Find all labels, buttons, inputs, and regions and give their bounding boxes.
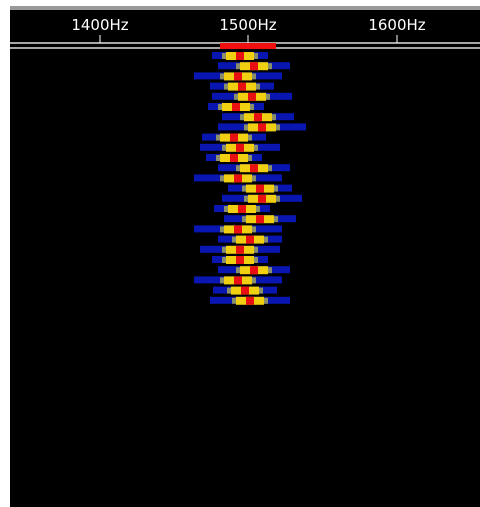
signal-red — [234, 174, 242, 183]
signal-red — [236, 245, 244, 254]
signal-red — [230, 133, 238, 142]
cursor-bandwidth[interactable] — [220, 43, 276, 49]
signal-red — [250, 62, 258, 71]
signal-trace — [194, 52, 306, 305]
tick-label: 1600Hz — [368, 16, 425, 34]
top-border — [10, 6, 480, 10]
signal-red — [234, 276, 242, 285]
signal-red — [241, 286, 249, 295]
tick-label: 1500Hz — [219, 16, 276, 34]
signal-red — [254, 113, 262, 122]
signal-red — [258, 194, 266, 203]
tick-label: 1400Hz — [71, 16, 128, 34]
signal-red — [246, 235, 254, 244]
signal-red — [238, 205, 246, 213]
signal-red — [236, 52, 244, 60]
signal-red — [246, 296, 254, 305]
signal-red — [248, 92, 256, 101]
signal-red — [250, 266, 258, 275]
signal-red — [230, 154, 238, 162]
signal-red — [234, 225, 242, 234]
signal-red — [232, 103, 240, 111]
signal-red — [236, 143, 244, 152]
signal-red — [256, 215, 264, 224]
signal-red — [250, 164, 258, 173]
frequency-scale: 1400Hz 1500Hz 1600Hz — [10, 16, 480, 49]
signal-red — [236, 256, 244, 264]
signal-red — [258, 123, 266, 132]
signal-red — [256, 184, 264, 193]
signal-red — [234, 72, 242, 81]
signal-red — [238, 82, 246, 91]
